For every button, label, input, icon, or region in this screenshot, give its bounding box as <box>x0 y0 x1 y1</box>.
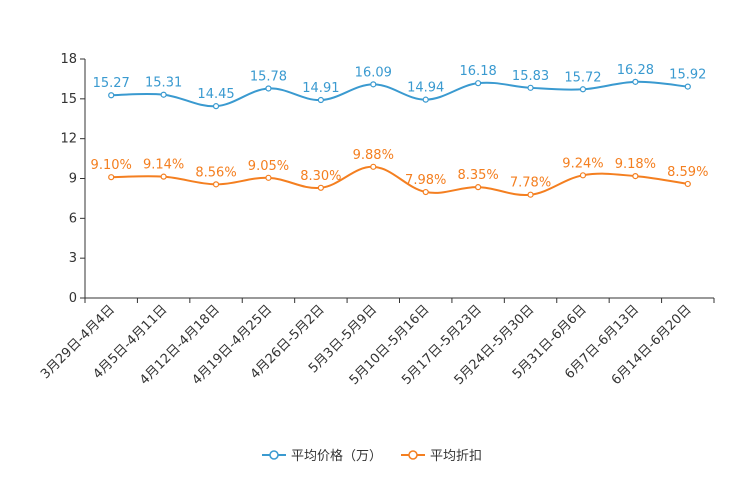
data-point <box>370 163 377 170</box>
data-label: 16.18 <box>460 64 497 79</box>
y-tick-label: 12 <box>60 132 77 147</box>
data-label: 8.56% <box>195 165 236 180</box>
data-label: 9.18% <box>615 157 656 172</box>
data-point <box>632 78 639 85</box>
data-label: 16.09 <box>355 65 392 80</box>
data-point <box>527 191 534 198</box>
data-point <box>475 80 482 87</box>
data-label: 9.05% <box>248 159 289 174</box>
legend: 平均价格（万） 平均折扣 <box>262 448 482 464</box>
y-tick-label: 0 <box>69 291 77 306</box>
data-label: 9.24% <box>562 156 603 171</box>
y-tick-label: 6 <box>69 211 77 226</box>
data-label: 8.35% <box>457 168 498 183</box>
data-point <box>579 172 587 179</box>
data-point <box>212 103 220 110</box>
data-label: 16.28 <box>617 63 654 78</box>
legend-item-1: 平均折扣 <box>401 449 482 464</box>
data-label: 9.88% <box>353 148 394 163</box>
legend-marker <box>269 450 279 460</box>
data-point <box>317 96 324 104</box>
data-label: 15.92 <box>669 68 706 83</box>
data-label: 15.72 <box>564 70 601 85</box>
series-0: 15.27 15.31 14.45 15.78 14.91 16.09 14.94 16.18… <box>93 63 706 110</box>
series-line <box>111 80 688 108</box>
data-point <box>422 188 429 196</box>
data-point <box>632 173 639 180</box>
data-point <box>160 173 167 180</box>
data-point <box>265 174 272 181</box>
y-tick-label: 18 <box>60 52 77 67</box>
data-point <box>422 96 429 103</box>
legend-label: 平均价格（万） <box>291 448 382 464</box>
data-label: 15.27 <box>93 76 130 91</box>
data-label: 7.78% <box>510 176 551 191</box>
data-label: 7.98% <box>405 173 446 188</box>
y-tick-label: 15 <box>60 92 77 107</box>
data-point <box>684 83 691 90</box>
series-1: 9.10% 9.14% 8.56% 9.05% 8.30% 9.88% 7.98% 8.35%… <box>91 148 708 198</box>
data-point <box>527 84 534 91</box>
data-point <box>317 184 324 191</box>
data-label: 9.14% <box>143 158 184 173</box>
legend-label: 平均折扣 <box>430 449 482 464</box>
data-label: 9.10% <box>91 158 132 173</box>
y-tick-label: 9 <box>69 172 77 187</box>
legend-item-0: 平均价格（万） <box>262 448 382 464</box>
data-point <box>108 174 115 181</box>
series-line <box>111 165 688 197</box>
data-label: 15.78 <box>250 69 287 84</box>
data-label: 15.31 <box>145 76 182 91</box>
series-layer: 15.27 15.31 14.45 15.78 14.91 16.09 14.94 16.18… <box>91 63 708 198</box>
data-point <box>160 91 167 98</box>
data-label: 8.59% <box>667 165 708 180</box>
data-label: 15.83 <box>512 69 549 84</box>
data-label: 14.91 <box>302 81 339 96</box>
y-tick-label: 3 <box>69 251 77 266</box>
data-point <box>370 81 377 88</box>
data-point <box>108 92 115 99</box>
data-label: 8.30% <box>300 169 341 184</box>
data-point <box>475 184 482 191</box>
data-point <box>579 86 587 93</box>
axes: 03691215183月29日-4月4日4月5日-4月11日4月12日-4月18… <box>38 52 715 388</box>
data-label: 14.94 <box>407 81 444 96</box>
legend-marker <box>408 450 418 460</box>
data-label: 14.45 <box>197 87 234 102</box>
data-point <box>265 85 272 92</box>
data-point <box>212 181 220 188</box>
data-point <box>684 180 691 188</box>
